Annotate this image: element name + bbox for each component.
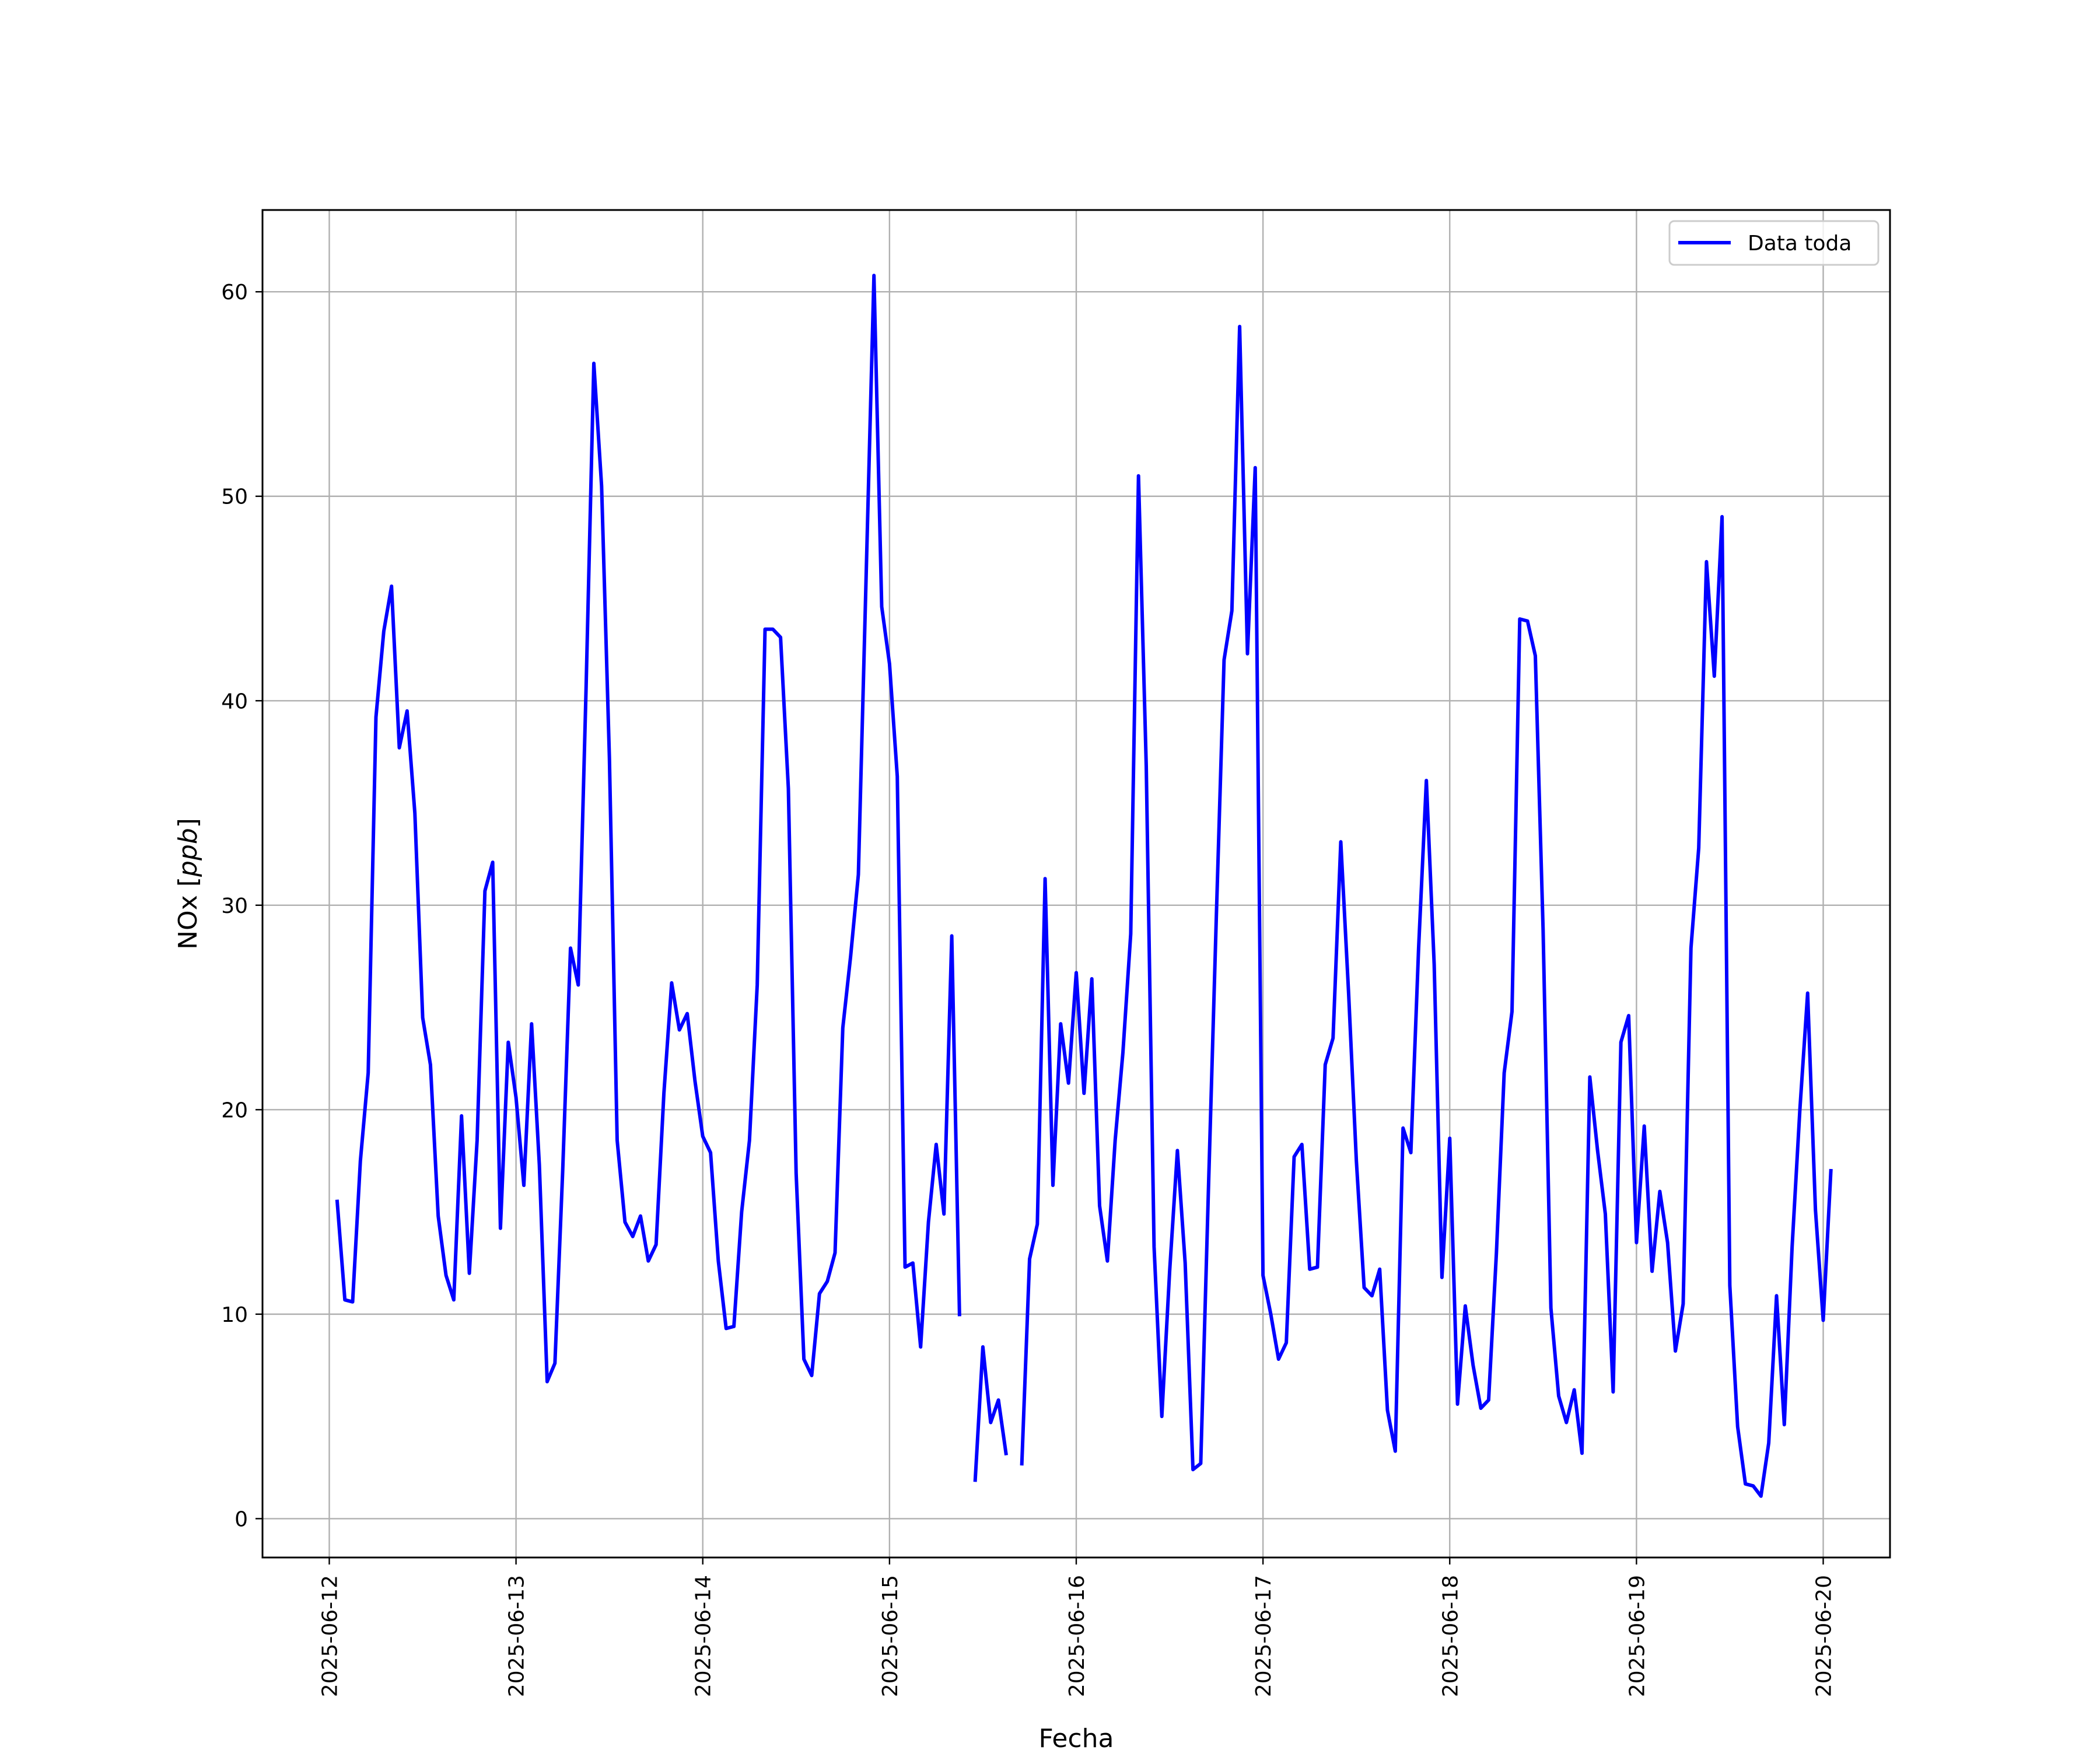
legend: Data toda xyxy=(1668,220,1880,266)
x-axis: 2025-06-12 2025-06-13 2025-06-14 2025-06-15… xyxy=(318,1558,1836,1697)
series-line-segment xyxy=(335,274,961,1384)
x-tick-label: 2025-06-17 xyxy=(1252,1575,1276,1697)
y-tick-label: 30 xyxy=(221,894,248,918)
series-lines xyxy=(335,274,1833,1498)
x-axis-label: Fecha xyxy=(1038,1724,1114,1750)
x-tick-label: 2025-06-16 xyxy=(1065,1575,1089,1697)
y-axis-label-suffix: ] xyxy=(173,818,203,828)
x-tick-label: 2025-06-12 xyxy=(318,1575,342,1697)
grid xyxy=(262,210,1890,1558)
y-axis: 0 10 20 30 40 50 60 xyxy=(221,281,262,1531)
legend-frame xyxy=(1668,220,1880,266)
series-line-segment xyxy=(973,1345,1008,1482)
x-tick-label: 2025-06-14 xyxy=(692,1575,716,1697)
y-tick-label: 60 xyxy=(221,281,248,304)
y-axis-label: NOx [ppb] xyxy=(173,818,203,950)
series-line-segment xyxy=(1020,324,1833,1498)
y-tick-label: 20 xyxy=(221,1098,248,1122)
x-tick-label: 2025-06-19 xyxy=(1625,1575,1649,1697)
y-axis-label-unit: ppb xyxy=(173,828,203,877)
y-axis-label-prefix: NOx [ xyxy=(173,877,203,950)
x-tick-label: 2025-06-13 xyxy=(505,1575,529,1697)
y-tick-label: 50 xyxy=(221,485,248,509)
y-tick-label: 40 xyxy=(221,690,248,713)
x-tick-label: 2025-06-15 xyxy=(878,1575,902,1697)
y-tick-label: 0 xyxy=(235,1507,248,1531)
x-tick-label: 2025-06-18 xyxy=(1438,1575,1462,1697)
x-tick-label: 2025-06-20 xyxy=(1812,1575,1836,1697)
y-tick-label: 10 xyxy=(221,1303,248,1327)
legend-entry: Data toda xyxy=(1748,232,1852,256)
